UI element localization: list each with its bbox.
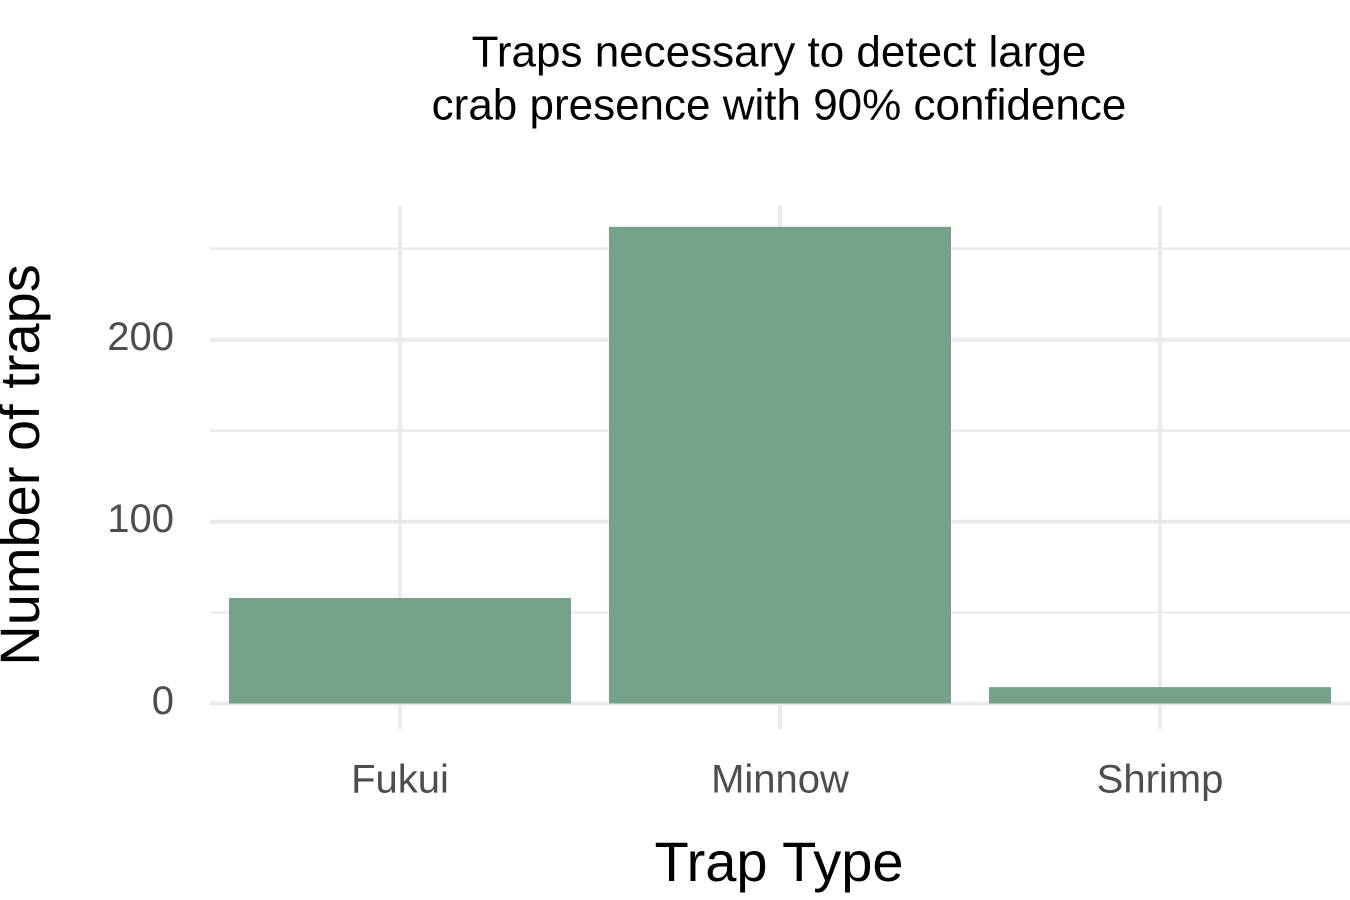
bar: [609, 226, 951, 704]
bar: [989, 687, 1331, 704]
y-tick-label: 100: [107, 497, 174, 541]
y-axis-title: Number of traps: [0, 264, 51, 666]
bar: [229, 598, 571, 704]
y-tick-label: 200: [107, 315, 174, 359]
y-tick-label: 0: [152, 679, 174, 723]
x-tick-label: Minnow: [711, 758, 849, 802]
x-tick-label: Fukui: [351, 758, 449, 802]
x-axis-title: Trap Type: [654, 830, 903, 893]
chart-title: Traps necessary to detect large: [472, 28, 1087, 77]
chart-title: crab presence with 90% confidence: [432, 81, 1127, 130]
x-tick-label: Shrimp: [1097, 758, 1224, 802]
